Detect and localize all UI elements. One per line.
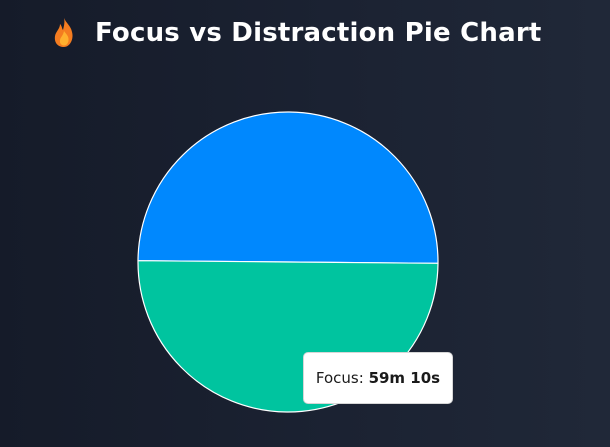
pie-slice-slice-1[interactable] (137, 111, 439, 264)
tooltip-label: Focus (315, 369, 359, 387)
chart-header: Focus vs Distraction Pie Chart (52, 14, 541, 52)
page-title: Focus vs Distraction Pie Chart (95, 18, 542, 48)
chart-tooltip: Focus: 59m 10s (303, 352, 453, 404)
fire-icon (54, 18, 73, 47)
tooltip-value: 59m 10s (368, 369, 441, 387)
tooltip-separator: : (358, 369, 369, 387)
